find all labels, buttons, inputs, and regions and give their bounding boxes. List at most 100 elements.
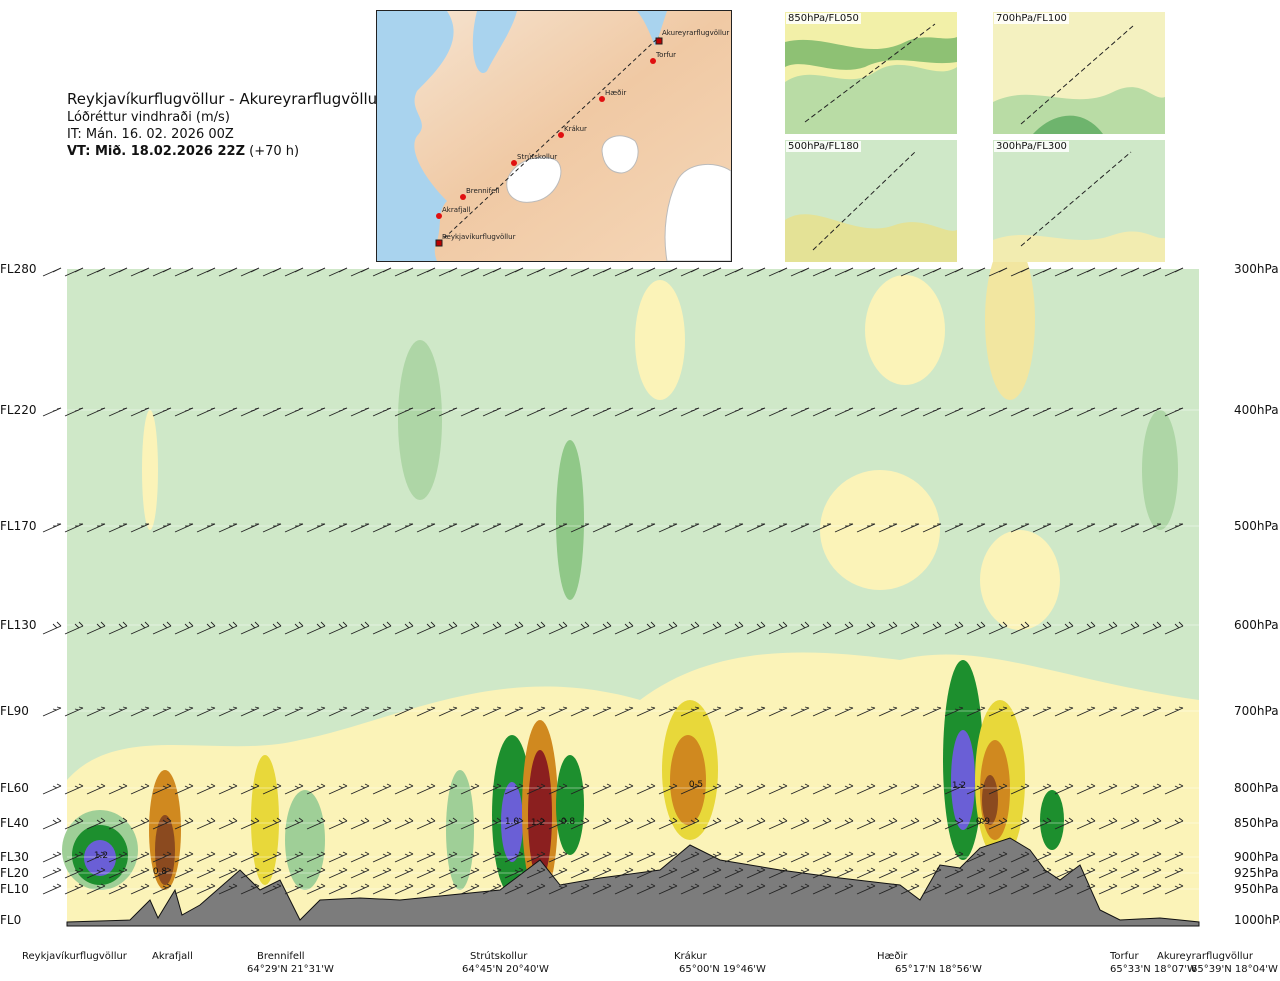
- wind-barb: [812, 407, 832, 417]
- wind-barb: [394, 267, 414, 277]
- wind-barb: [284, 783, 304, 795]
- wind-barb: [152, 783, 172, 795]
- wind-barb: [152, 817, 172, 830]
- wind-barb: [86, 867, 106, 879]
- pressure-level-label: 925hPa: [1234, 866, 1279, 880]
- wind-barb: [988, 523, 1008, 533]
- wind-barb: [614, 851, 634, 863]
- wind-barb: [504, 783, 524, 795]
- flight-level-label: FL20: [0, 866, 29, 880]
- wind-barb: [724, 851, 744, 863]
- location-name: Reykjavíkurflugvöllur: [22, 951, 127, 962]
- wind-barb: [504, 867, 524, 879]
- wind-barb: [416, 783, 436, 795]
- wind-barb: [262, 267, 282, 277]
- wind-barb: [482, 621, 502, 635]
- wind-barb: [768, 867, 788, 879]
- wind-barb: [834, 817, 854, 830]
- wind-barb: [548, 621, 568, 635]
- mini-map-850-svg: [785, 12, 957, 134]
- updraft-core: [670, 735, 706, 825]
- wind-barb: [548, 407, 568, 417]
- wind-barb: [966, 267, 986, 277]
- wind-barb: [482, 851, 502, 863]
- wind-barb: [988, 867, 1008, 879]
- wind-barb: [1142, 267, 1162, 277]
- wind-barb: [702, 783, 722, 795]
- wind-barb: [1054, 407, 1074, 417]
- wind-barb: [746, 883, 766, 895]
- location-name: Torfur: [1110, 951, 1139, 962]
- wind-barb: [1142, 621, 1162, 635]
- wind-barb: [240, 783, 260, 795]
- wind-barb: [196, 523, 216, 533]
- route-overview-map: Akureyrarflugvöllur Torfur Hæðir Krákur Strú…: [376, 10, 732, 262]
- wind-barb: [64, 706, 84, 717]
- wind-barb: [64, 523, 84, 533]
- pressure-level-label: 850hPa: [1234, 816, 1279, 830]
- contour-value-label: 0.5: [689, 780, 703, 790]
- wind-barb: [900, 783, 920, 795]
- wind-barb: [658, 267, 678, 277]
- wind-barb: [570, 783, 590, 795]
- wind-barb: [812, 706, 832, 717]
- wind-barb: [702, 883, 722, 895]
- wind-barb: [966, 867, 986, 879]
- wind-barb: [658, 523, 678, 533]
- wind-barb: [174, 621, 194, 635]
- mini-route: [1020, 151, 1132, 247]
- wind-barb: [526, 267, 546, 277]
- wind-barb: [878, 267, 898, 277]
- wind-barb: [1076, 523, 1096, 533]
- wind-barb: [746, 407, 766, 417]
- wind-barb: [636, 867, 656, 879]
- wind-barb: [130, 621, 150, 635]
- wind-barb: [812, 867, 832, 879]
- wind-barb: [1010, 783, 1030, 795]
- wind-barb: [372, 523, 392, 533]
- wind-barb: [174, 706, 194, 717]
- wind-barb: [592, 523, 612, 533]
- wind-barb: [108, 407, 128, 417]
- wind-barb: [460, 867, 480, 879]
- wind-barb: [812, 267, 832, 277]
- wind-barb: [680, 817, 700, 830]
- wind-barb: [900, 523, 920, 533]
- wind-barb: [218, 867, 238, 879]
- wind-barb: [240, 407, 260, 417]
- wind-barb: [328, 523, 348, 533]
- wind-barb: [834, 851, 854, 863]
- wind-barb: [1098, 621, 1118, 635]
- wind-barb: [64, 817, 84, 830]
- wind-barb: [42, 523, 62, 533]
- wind-barb: [394, 407, 414, 417]
- wind-barb: [922, 883, 942, 895]
- wind-barb: [86, 851, 106, 863]
- wind-barb: [1032, 407, 1052, 417]
- wind-barb: [878, 867, 898, 879]
- wind-barb: [196, 706, 216, 717]
- wind-barb: [1076, 867, 1096, 879]
- wind-barb: [548, 267, 568, 277]
- wind-barb: [900, 407, 920, 417]
- wind-barb: [548, 706, 568, 717]
- wind-barb: [1142, 523, 1162, 533]
- wind-barb: [152, 851, 172, 863]
- wind-barb: [878, 883, 898, 895]
- issue-time: IT: Mán. 16. 02. 2026 00Z: [67, 127, 234, 142]
- wind-barb: [218, 523, 238, 533]
- glacier-vatnajokull: [664, 163, 731, 261]
- wind-barb: [658, 883, 678, 895]
- contour-value-label: 1.2: [952, 781, 966, 791]
- wind-barb: [1120, 883, 1140, 895]
- updraft-zone: [820, 470, 940, 590]
- wind-barb: [306, 883, 326, 895]
- wind-barb: [1010, 851, 1030, 863]
- wind-barb: [636, 851, 656, 863]
- wind-barb: [658, 867, 678, 879]
- wind-barb: [262, 867, 282, 879]
- wind-barb: [724, 523, 744, 533]
- location-coordinate: 64°45'N 20°40'W: [462, 964, 549, 975]
- wind-barb: [416, 706, 436, 717]
- wind-barb: [768, 407, 788, 417]
